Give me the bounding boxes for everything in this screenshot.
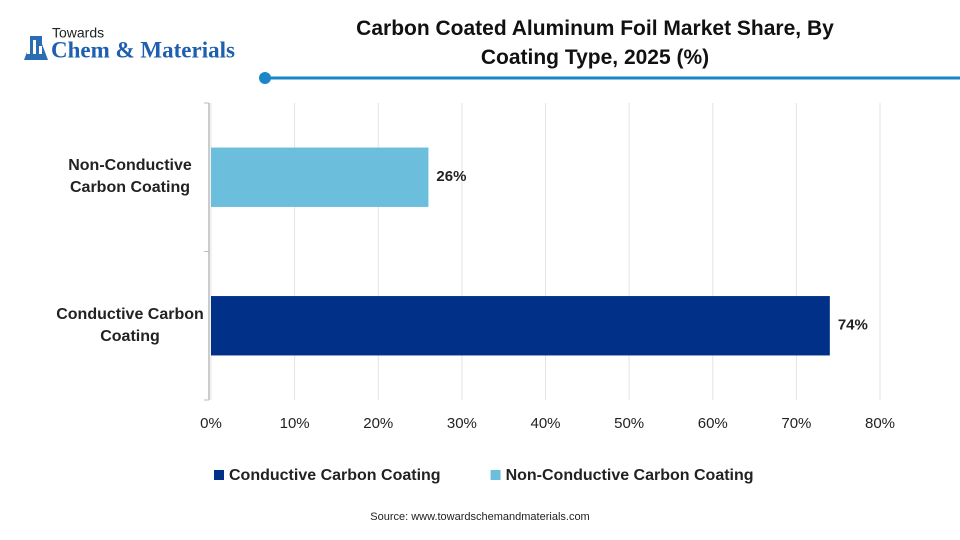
x-tick-label: 70% <box>781 415 811 432</box>
y-tick-label: Conductive Carbon Coating <box>56 305 204 345</box>
x-tick-label: 30% <box>447 415 477 432</box>
x-tick-label: 0% <box>200 415 222 432</box>
logo-icon <box>24 36 48 60</box>
x-tick-label: 80% <box>865 415 895 432</box>
x-tick-label: 10% <box>280 415 310 432</box>
x-tick-label: 20% <box>363 415 393 432</box>
x-tick-label: 60% <box>698 415 728 432</box>
bar <box>211 296 830 356</box>
legend-label: Non-Conductive Carbon Coating <box>506 467 754 484</box>
brand-name: Chem & Materials <box>51 37 235 62</box>
source: Source: www.towardschemandmaterials.com <box>370 511 589 523</box>
y-tick-label: Non-Conductive Carbon Coating <box>68 157 192 197</box>
bar <box>211 147 429 207</box>
chart-title: Carbon Coated Aluminum Foil Market Share… <box>356 17 834 69</box>
brand-small: Towards <box>52 25 104 41</box>
x-tick-label: 50% <box>614 415 644 432</box>
value-label: 74% <box>838 317 868 334</box>
value-label: 26% <box>436 168 466 185</box>
legend-swatch <box>490 470 501 480</box>
legend-swatch <box>214 470 224 480</box>
legend-label: Conductive Carbon Coating <box>229 467 441 484</box>
x-tick-label: 40% <box>530 415 560 432</box>
